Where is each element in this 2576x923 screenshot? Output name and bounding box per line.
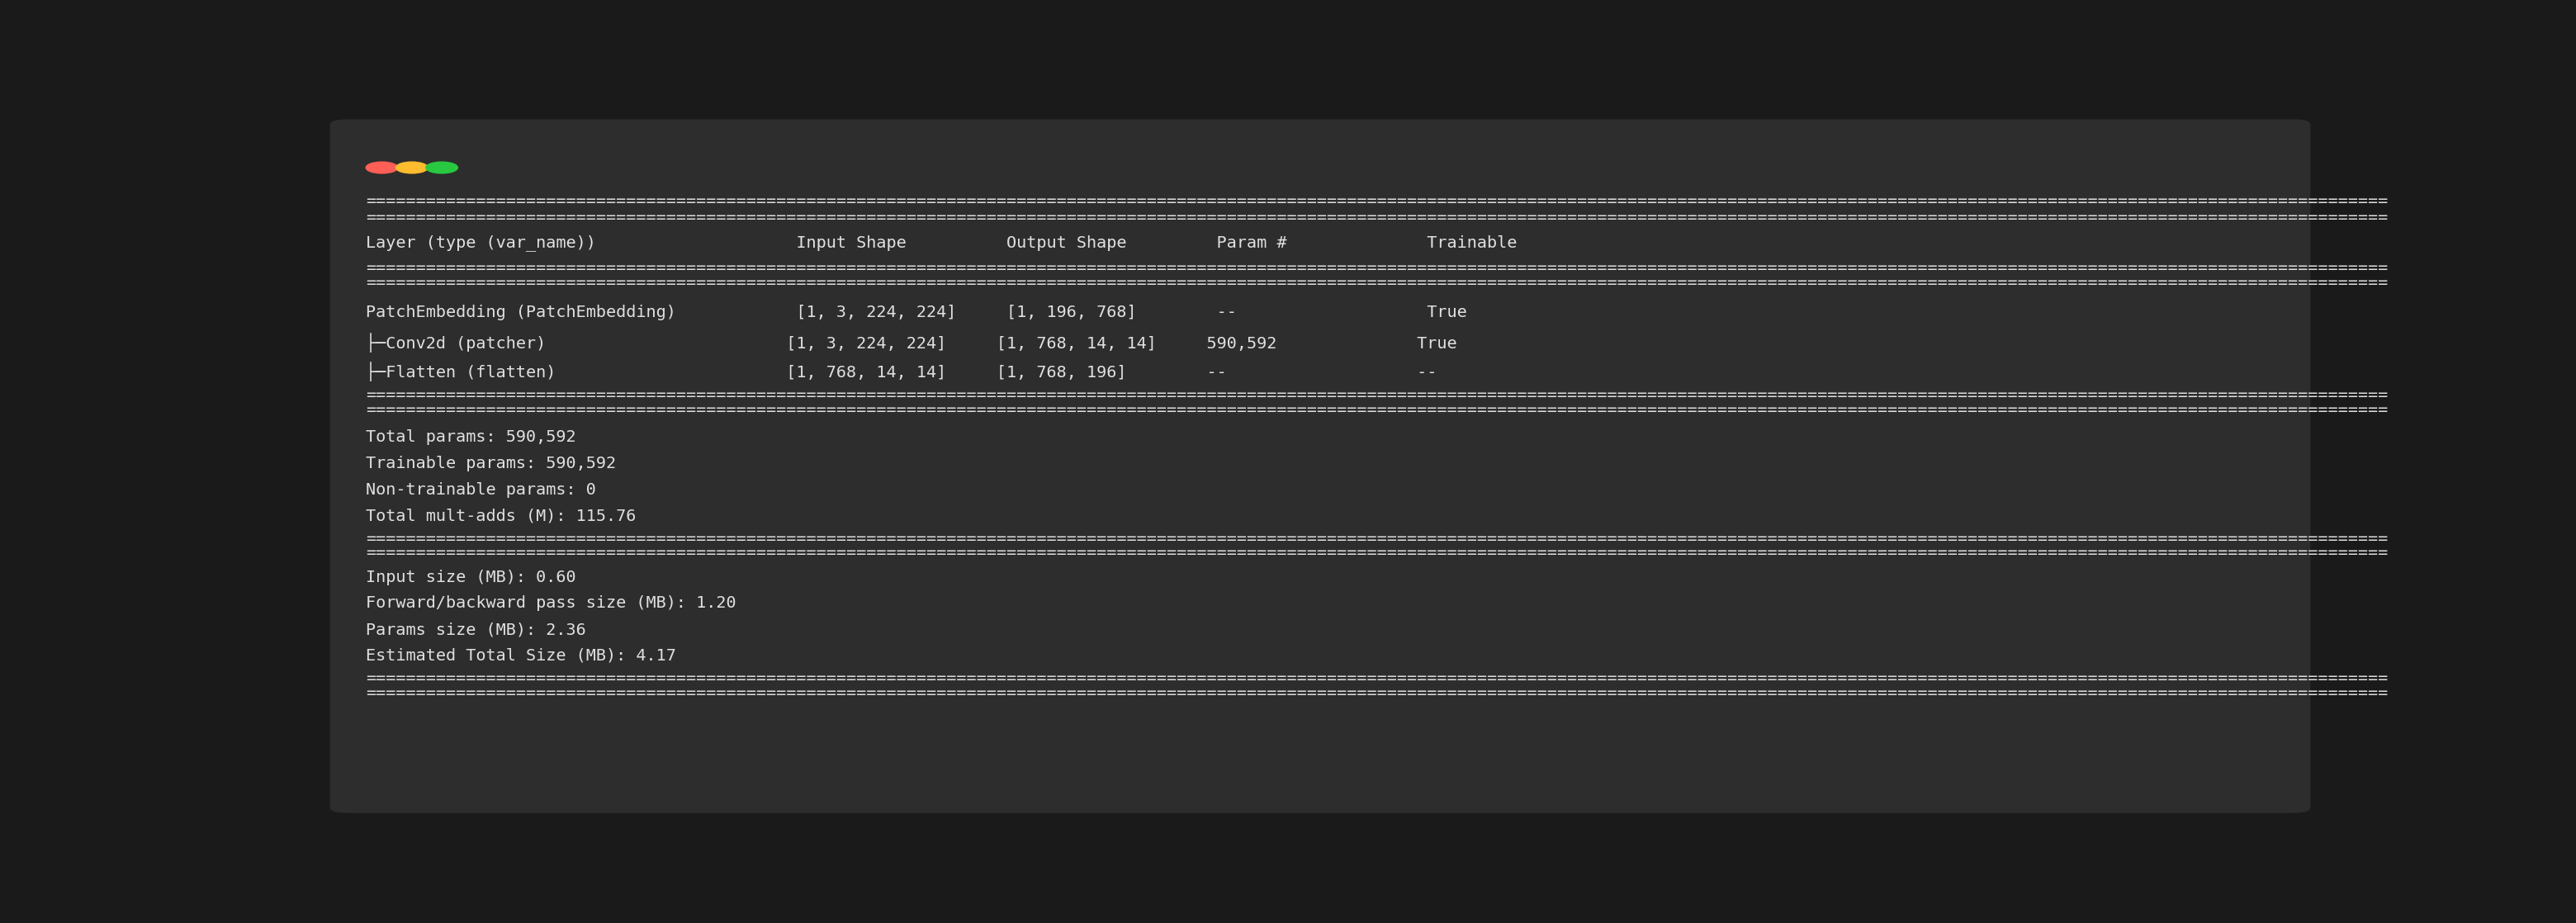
Text: ================================================================================: ========================================… — [366, 388, 2388, 403]
Text: ================================================================================: ========================================… — [366, 545, 2388, 560]
Text: ================================================================================: ========================================… — [366, 670, 2388, 686]
Text: Params size (MB): 2.36: Params size (MB): 2.36 — [366, 622, 587, 638]
Text: ├─Conv2d (patcher)                        [1, 3, 224, 224]     [1, 768, 14, 14] : ├─Conv2d (patcher) [1, 3, 224, 224] [1, … — [366, 333, 1458, 353]
Text: ================================================================================: ========================================… — [366, 531, 2388, 546]
Text: ================================================================================: ========================================… — [366, 210, 2388, 225]
Circle shape — [366, 162, 397, 174]
FancyBboxPatch shape — [330, 119, 2311, 813]
Text: Input size (MB): 0.60: Input size (MB): 0.60 — [366, 569, 577, 585]
Text: ================================================================================: ========================================… — [366, 193, 2388, 209]
Text: Trainable params: 590,592: Trainable params: 590,592 — [366, 455, 616, 471]
Text: ├─Flatten (flatten)                       [1, 768, 14, 14]     [1, 768, 196]    : ├─Flatten (flatten) [1, 768, 14, 14] [1,… — [366, 362, 1437, 381]
Text: Total params: 590,592: Total params: 590,592 — [366, 429, 577, 445]
Text: PatchEmbedding (PatchEmbedding)            [1, 3, 224, 224]     [1, 196, 768]   : PatchEmbedding (PatchEmbedding) [1, 3, 2… — [366, 305, 1468, 320]
Text: Layer (type (var_name))                    Input Shape          Output Shape    : Layer (type (var_name)) Input Shape Outp… — [366, 234, 1517, 251]
Text: ================================================================================: ========================================… — [366, 275, 2388, 291]
Text: Total mult-adds (M): 115.76: Total mult-adds (M): 115.76 — [366, 508, 636, 523]
Text: Estimated Total Size (MB): 4.17: Estimated Total Size (MB): 4.17 — [366, 647, 677, 663]
Text: ================================================================================: ========================================… — [366, 402, 2388, 418]
Circle shape — [425, 162, 459, 174]
Text: ================================================================================: ========================================… — [366, 260, 2388, 276]
Text: ================================================================================: ========================================… — [366, 685, 2388, 701]
Circle shape — [397, 162, 428, 174]
Text: Forward/backward pass size (MB): 1.20: Forward/backward pass size (MB): 1.20 — [366, 595, 737, 611]
Text: Non-trainable params: 0: Non-trainable params: 0 — [366, 482, 595, 497]
